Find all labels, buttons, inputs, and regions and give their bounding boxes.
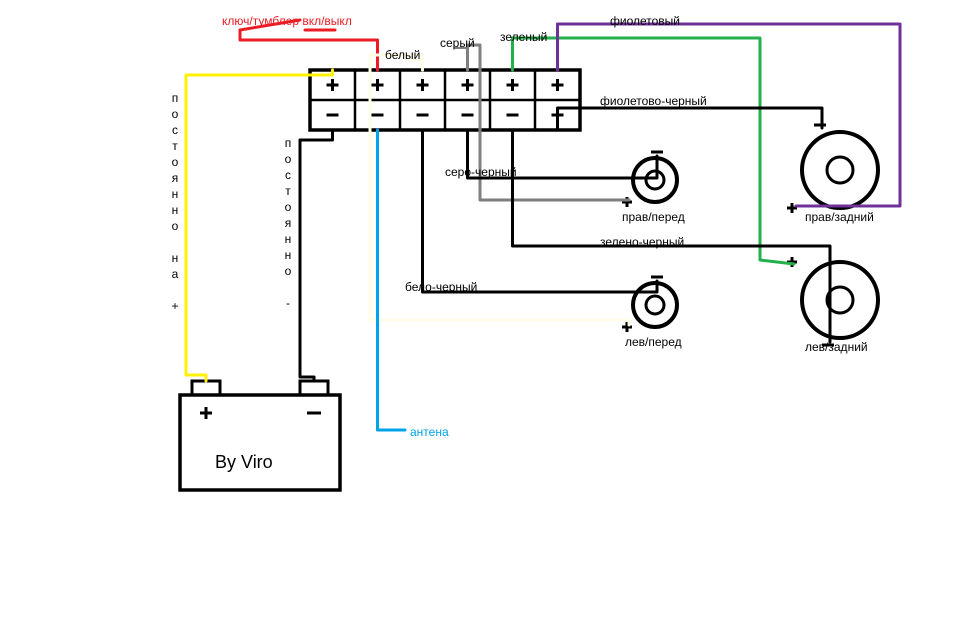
- label-violet: фиолетовый: [610, 14, 680, 28]
- label-rear-left: лев/задний: [805, 340, 868, 354]
- label-gray-black: серо-черный: [445, 165, 517, 179]
- label-white-black: бело-черный: [405, 280, 477, 294]
- label-antenna: антена: [410, 425, 449, 439]
- label-constant-minus: постоянно -: [281, 135, 295, 311]
- label-violet-black: фиолетово-черный: [600, 94, 707, 108]
- label-byviro: By Viro: [215, 452, 273, 473]
- label-gray: серый: [440, 36, 475, 50]
- label-front-left: лев/перед: [625, 335, 682, 349]
- label-rear-right: прав/задний: [805, 210, 874, 224]
- label-white: белый: [385, 48, 420, 62]
- label-green: зеленый: [500, 30, 547, 44]
- wiring-diagram: [0, 0, 960, 626]
- label-constant-plus: постоянно на +: [168, 90, 182, 314]
- label-green-black: зелено-черный: [600, 235, 684, 249]
- label-switch: ключ/тумблер вкл/выкл: [222, 14, 352, 28]
- label-front-right: прав/перед: [622, 210, 685, 224]
